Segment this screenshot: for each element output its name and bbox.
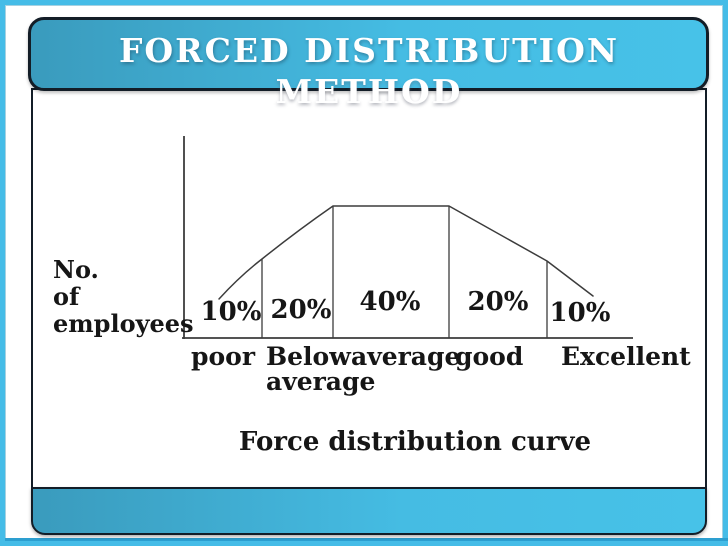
- value-label-average: 40%: [359, 287, 421, 317]
- value-label-poor: 10%: [200, 297, 262, 327]
- y-axis-label: No. of employees: [53, 255, 194, 338]
- chart-caption: Force distribution curve: [238, 427, 592, 457]
- footer-bar: [31, 487, 707, 535]
- value-label-excellent: 10%: [549, 298, 611, 328]
- x-tick-average: average: [351, 342, 461, 371]
- title-banner: [28, 17, 709, 91]
- x-tick-good: good: [455, 342, 524, 371]
- x-tick-excellent: Excellent: [561, 342, 691, 371]
- value-label-below-average: 20%: [270, 295, 332, 325]
- value-label-good: 20%: [467, 287, 529, 317]
- frame-bottom-accent: [5, 538, 728, 541]
- x-tick-poor: poor: [191, 342, 256, 371]
- x-tick-below-average: Below average: [266, 342, 376, 396]
